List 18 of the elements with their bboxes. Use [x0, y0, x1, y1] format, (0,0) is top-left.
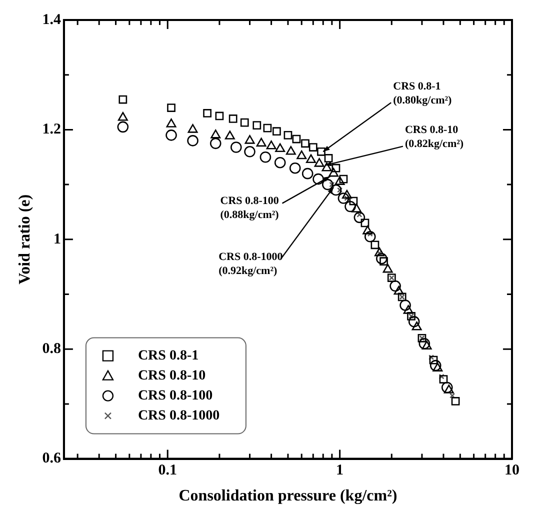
legend-label: CRS 0.8-1000 [138, 408, 220, 424]
y-tick-label: 0.6 [42, 450, 62, 467]
x-axis-title: Consolidation pressure (kg/cm²) [178, 488, 398, 505]
y-axis-title: Void ratio (e) [16, 194, 34, 284]
x-tick-label: 1 [336, 462, 344, 479]
x-tick-label: 10 [504, 462, 520, 479]
legend-label: CRS 0.8-10 [138, 368, 206, 384]
y-tick-label: 1.4 [42, 12, 62, 28]
annotation: CRS 0.8-10 (0.82kg/cm²) [404, 124, 464, 150]
annotation: CRS 0.8-100 (0.88kg/cm²) [220, 195, 280, 222]
legend-label: CRS 0.8-1 [138, 348, 199, 364]
x-tick-label: 0.1 [158, 462, 177, 479]
legend-label: CRS 0.8-100 [138, 388, 213, 404]
y-tick-label: 1.2 [42, 122, 61, 138]
y-tick-label: 0.8 [42, 340, 61, 357]
annotation: CRS 0.8-1000 (0.92kg/cm²) [218, 251, 284, 278]
annotation: CRS 0.8-1 (0.80kg/cm²) [393, 80, 452, 106]
y-tick-label: 1 [53, 231, 61, 248]
